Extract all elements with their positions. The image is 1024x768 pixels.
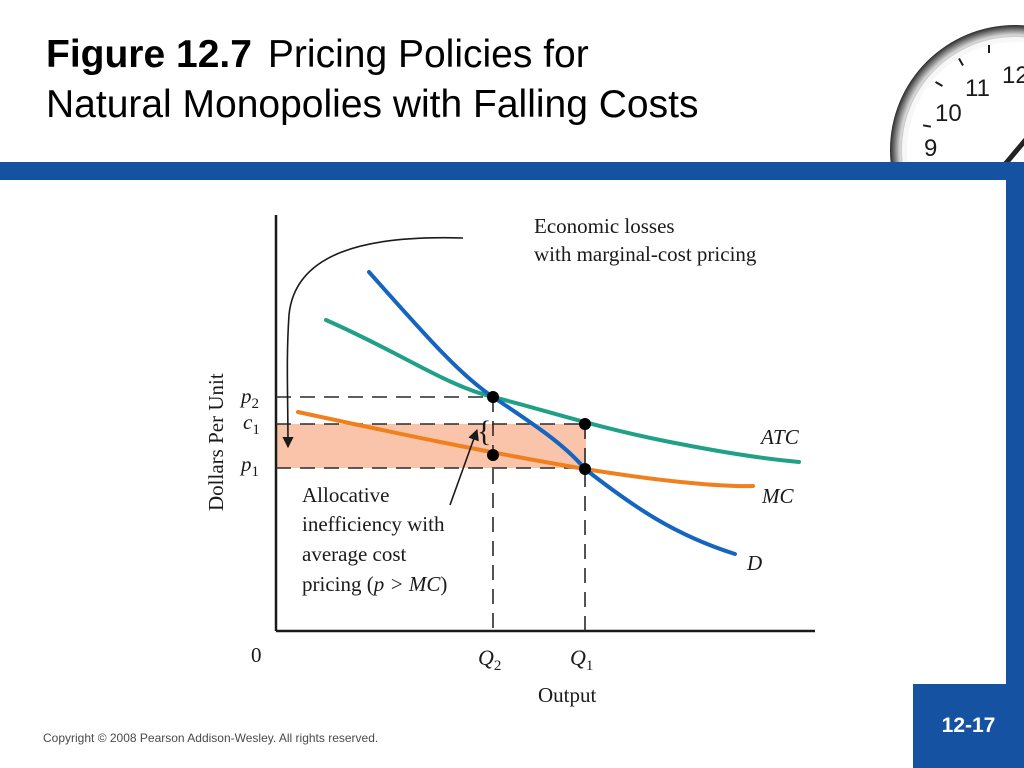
- losses-arrow: [282, 236, 464, 449]
- y-tick-c1: c1: [243, 410, 260, 438]
- losses-annotation-line-2: with marginal-cost pricing: [534, 242, 757, 266]
- point-mc-demand: [579, 463, 591, 475]
- atc-label: ATC: [759, 425, 800, 449]
- right-accent-bar: [1006, 180, 1024, 684]
- title-text-1: Pricing Policies for: [267, 33, 589, 76]
- slide-title: Figure 12.7 Pricing Policies for Natural …: [46, 30, 698, 130]
- price-gap-brace: {: [477, 415, 491, 448]
- inefficiency-annotation-line-2: inefficiency with: [302, 512, 445, 536]
- x-tick-q1-base: Q: [570, 645, 586, 670]
- clock-numeral-11: 11: [965, 75, 990, 102]
- y-tick-p1-sub: 1: [252, 464, 260, 480]
- mc-curve: [296, 410, 755, 489]
- y-tick-p1-base: p: [239, 452, 252, 476]
- x-tick-q1: Q1: [570, 645, 593, 674]
- x-tick-q2-base: Q: [478, 645, 494, 670]
- clock-icon: 12 11 10 9: [890, 25, 1024, 162]
- losses-annotation-line-1: Economic losses: [534, 214, 675, 238]
- atc-curve: [324, 318, 801, 464]
- clock-numeral-12: 12: [1002, 62, 1024, 89]
- inefficiency-line-4-pre: pricing (: [302, 572, 374, 596]
- clock-numeral-9: 9: [924, 135, 937, 162]
- title-line-1: Figure 12.7 Pricing Policies for: [46, 30, 698, 80]
- mc-label: MC: [761, 484, 794, 508]
- y-tick-p1: p1: [239, 452, 259, 480]
- inefficiency-annotation-line-1: Allocative: [302, 483, 389, 507]
- inefficiency-arrow: [449, 428, 479, 506]
- top-accent-bar: [0, 162, 1024, 180]
- x-tick-q2: Q2: [478, 645, 501, 674]
- demand-curve: [367, 270, 737, 556]
- y-tick-p2: p2: [239, 384, 259, 412]
- inefficiency-line-4-post: ): [440, 572, 447, 596]
- x-tick-q2-sub: 2: [494, 658, 502, 674]
- point-q2-mc: [487, 449, 499, 461]
- point-q1-c1: [579, 418, 591, 430]
- pricing-policies-diagram: { ATC MC D p2 c1 p1 Q2 Q1 0 Output Dolla…: [204, 214, 815, 707]
- title-line-2: Natural Monopolies with Falling Costs: [46, 83, 699, 126]
- point-atc-demand: [487, 391, 499, 403]
- figure-number: Figure 12.7: [46, 33, 252, 76]
- inefficiency-line-4-expr: p > MC: [372, 572, 442, 596]
- page-number: 12-17: [941, 714, 996, 737]
- origin-label: 0: [251, 643, 262, 667]
- y-tick-c1-base: c: [243, 410, 253, 434]
- clock-numeral-10: 10: [935, 100, 962, 127]
- inefficiency-annotation-line-4: pricing (p > MC): [302, 572, 447, 596]
- y-axis-label: Dollars Per Unit: [204, 373, 228, 511]
- x-axis-label: Output: [538, 683, 597, 707]
- inefficiency-annotation-line-3: average cost: [302, 542, 407, 566]
- demand-label: D: [746, 551, 762, 575]
- copyright-notice: Copyright © 2008 Pearson Addison-Wesley.…: [43, 731, 379, 745]
- y-tick-p2-base: p: [239, 384, 252, 408]
- x-tick-q1-sub: 1: [586, 658, 594, 674]
- y-tick-p2-sub: 2: [252, 396, 260, 412]
- page-number-box: 12-17: [913, 684, 1024, 768]
- y-tick-c1-sub: 1: [252, 422, 260, 438]
